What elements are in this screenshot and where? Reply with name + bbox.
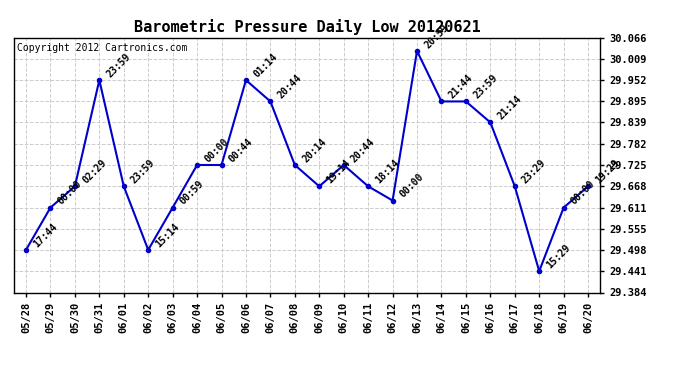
Text: 00:59: 00:59 bbox=[178, 179, 206, 207]
Text: 20:14: 20:14 bbox=[300, 136, 328, 164]
Text: 01:14: 01:14 bbox=[252, 51, 279, 80]
Text: 23:59: 23:59 bbox=[129, 158, 157, 186]
Text: 15:29: 15:29 bbox=[545, 243, 573, 270]
Text: 20:59: 20:59 bbox=[422, 22, 451, 50]
Text: 23:29: 23:29 bbox=[520, 158, 548, 186]
Text: 00:00: 00:00 bbox=[398, 172, 426, 200]
Text: 17:44: 17:44 bbox=[32, 221, 59, 249]
Text: 21:44: 21:44 bbox=[447, 73, 475, 100]
Text: 18:14: 18:14 bbox=[374, 158, 402, 186]
Text: 00:00: 00:00 bbox=[203, 136, 230, 164]
Text: 20:44: 20:44 bbox=[349, 136, 377, 164]
Title: Barometric Pressure Daily Low 20120621: Barometric Pressure Daily Low 20120621 bbox=[134, 19, 480, 35]
Text: 20:44: 20:44 bbox=[276, 73, 304, 100]
Text: 02:29: 02:29 bbox=[81, 158, 108, 186]
Text: 23:59: 23:59 bbox=[105, 51, 132, 80]
Text: 00:44: 00:44 bbox=[227, 136, 255, 164]
Text: 00:00: 00:00 bbox=[569, 179, 597, 207]
Text: Copyright 2012 Cartronics.com: Copyright 2012 Cartronics.com bbox=[17, 43, 187, 52]
Text: 19:14: 19:14 bbox=[325, 158, 353, 186]
Text: 00:00: 00:00 bbox=[56, 179, 84, 207]
Text: 15:14: 15:14 bbox=[154, 221, 181, 249]
Text: 19:29: 19:29 bbox=[593, 158, 622, 186]
Text: 23:59: 23:59 bbox=[471, 73, 500, 100]
Text: 21:14: 21:14 bbox=[496, 94, 524, 122]
